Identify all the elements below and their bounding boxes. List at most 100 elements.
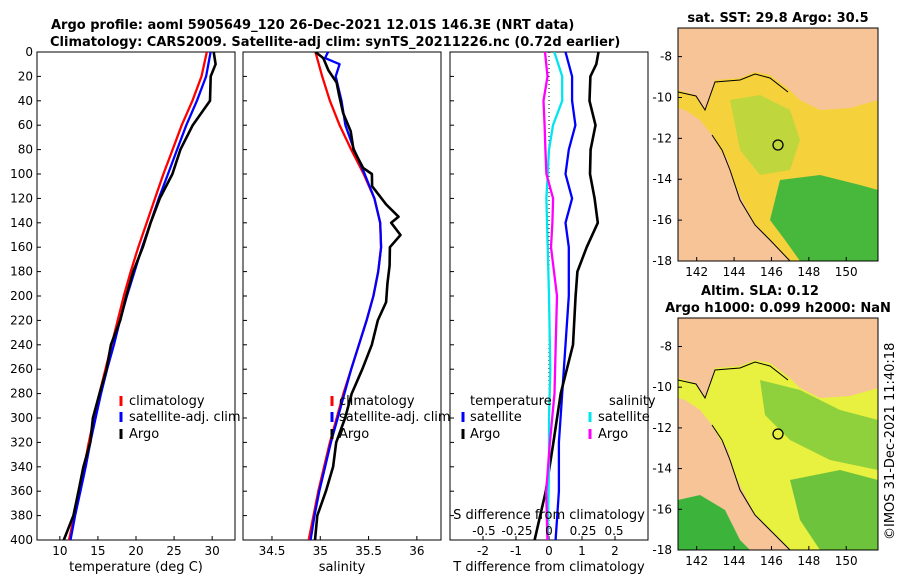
argo-location-marker <box>772 428 784 440</box>
legend-label: Argo <box>129 427 159 442</box>
map-x-tick-label: 148 <box>797 265 820 279</box>
legend-label: satellite <box>470 410 522 425</box>
depth-tick-label: 80 <box>18 143 33 157</box>
depth-tick-label: 0 <box>25 45 33 59</box>
map-y-tick-label: -18 <box>652 254 672 268</box>
series-group <box>307 52 402 540</box>
map-x-tick-label: 144 <box>723 554 746 568</box>
x-tick-label: 0 <box>545 544 553 558</box>
map-y-tick-label: -16 <box>652 213 672 227</box>
main-title-line1: Argo profile: aoml 5905649_120 26-Dec-20… <box>51 18 574 33</box>
map-y-tick-label: -14 <box>652 172 672 186</box>
x-tick-label: 35 <box>313 544 328 558</box>
depth-tick-label: 120 <box>10 191 33 205</box>
legend-sal-header: salinity <box>609 394 656 409</box>
difference-xlabel: T difference from climatology <box>452 560 645 575</box>
map-y-tick-label: -10 <box>652 90 672 104</box>
map-ocean-shelf <box>678 495 750 550</box>
imos-footer: ©IMOS 31-Dec-2021 11:40:18 <box>883 343 898 540</box>
depth-tick-label: 40 <box>18 94 33 108</box>
s-tick: -0.25 <box>501 524 532 538</box>
map-x-tick-label: 144 <box>723 265 746 279</box>
legend-label: satellite-adj. clim <box>129 410 241 425</box>
map-x-tick-label: 150 <box>835 265 858 279</box>
map-x-tick-label: 146 <box>760 554 783 568</box>
main-title-line2: Climatology: CARS2009. Satellite-adj cli… <box>50 35 620 50</box>
sst-map-title: sat. SST: 29.8 Argo: 30.5 <box>687 11 868 26</box>
sst-map <box>678 28 878 261</box>
sla-map-frame <box>677 317 879 551</box>
s-tick: 0 <box>545 524 553 538</box>
series-line-argo <box>313 52 402 540</box>
s-tick: -0.5 <box>472 524 495 538</box>
depth-tick-label: 400 <box>10 533 33 547</box>
x-tick-label: 30 <box>205 544 220 558</box>
x-tick-label: 36 <box>409 544 424 558</box>
difference-legend: temperature satellite Argo salinity sate… <box>461 394 656 442</box>
temperature-axes <box>36 51 236 541</box>
series-line-salinity-satellite <box>545 52 564 540</box>
depth-tick-label: 220 <box>10 313 33 327</box>
depth-tick-label: 200 <box>10 289 33 303</box>
sla-map <box>678 318 878 550</box>
depth-tick-label: 380 <box>10 509 33 523</box>
x-tick-label: 20 <box>128 544 143 558</box>
temperature-xlabel: temperature (deg C) <box>69 560 203 575</box>
s-tick: 0.25 <box>570 524 597 538</box>
map-y-tick-label: -12 <box>652 131 672 145</box>
depth-tick-label: 300 <box>10 411 33 425</box>
map-y-tick-label: -14 <box>652 462 672 476</box>
series-group <box>62 52 217 540</box>
depth-tick-label: 160 <box>10 240 33 254</box>
legend-label: satellite <box>598 410 650 425</box>
x-tick-label: 1 <box>578 544 586 558</box>
x-tick-label: 35.5 <box>355 544 382 558</box>
sst-map-ticks: 142 144 146 148 150 -8 -10 -12 -14 -16 -18 <box>652 50 857 279</box>
legend-label: satellite-adj. clim <box>339 410 451 425</box>
depth-tick-label: 280 <box>10 387 33 401</box>
map-coastline <box>678 73 791 261</box>
legend-temp-header: temperature <box>470 394 552 409</box>
x-tick-label: -1 <box>510 544 522 558</box>
sst-map-frame <box>677 27 879 262</box>
map-y-tick-label: -18 <box>652 543 672 557</box>
depth-tick-label: 240 <box>10 338 33 352</box>
map-y-tick-label: -10 <box>652 380 672 394</box>
x-tick-label: 10 <box>52 544 67 558</box>
legend-label: climatology <box>129 394 205 409</box>
x-tick-label: 2 <box>611 544 619 558</box>
map-ocean-high <box>760 380 878 470</box>
map-coastline <box>678 361 791 550</box>
map-ocean-warm <box>770 175 878 261</box>
depth-tick-label: 180 <box>10 265 33 279</box>
depth-tick-label: 340 <box>10 460 33 474</box>
x-axes: 10 15 20 25 30 34.5 35 35.5 36 -2 -1 0 1 2 <box>52 536 619 558</box>
map-ocean-high <box>790 470 878 550</box>
map-x-tick-label: 142 <box>685 554 708 568</box>
map-ocean-mid <box>730 95 800 175</box>
map-y-tick-label: -8 <box>660 50 672 64</box>
x-tick-label: 34.5 <box>259 544 286 558</box>
legend-label: Argo <box>339 427 369 442</box>
salinity-xlabel: salinity <box>319 560 366 575</box>
salinity-legend: climatology satellite-adj. clim Argo <box>330 394 451 442</box>
series-group <box>533 52 600 540</box>
depth-tick-label: 260 <box>10 362 33 376</box>
depth-axis: 0 20 40 60 80 100 120 140 160 180 200 220 240 260 280 3… <box>10 45 454 547</box>
x-tick-label: 25 <box>166 544 181 558</box>
depth-tick-label: 360 <box>10 484 33 498</box>
x-tick-label: 15 <box>90 544 105 558</box>
depth-tick-label: 320 <box>10 435 33 449</box>
map-x-tick-label: 148 <box>797 554 820 568</box>
map-x-tick-label: 146 <box>760 265 783 279</box>
depth-tick-label: 140 <box>10 216 33 230</box>
profile-series <box>62 52 600 540</box>
series-line-temperature-satellite <box>554 52 577 540</box>
legend-label: Argo <box>470 427 500 442</box>
legend-label: climatology <box>339 394 415 409</box>
map-y-tick-label: -8 <box>660 339 672 353</box>
series-line-argo <box>62 52 217 540</box>
sla-map-ticks: 142 144 146 148 150 -8 -10 -12 -14 -16 -18 <box>652 339 857 568</box>
argo-location-marker <box>772 139 784 151</box>
